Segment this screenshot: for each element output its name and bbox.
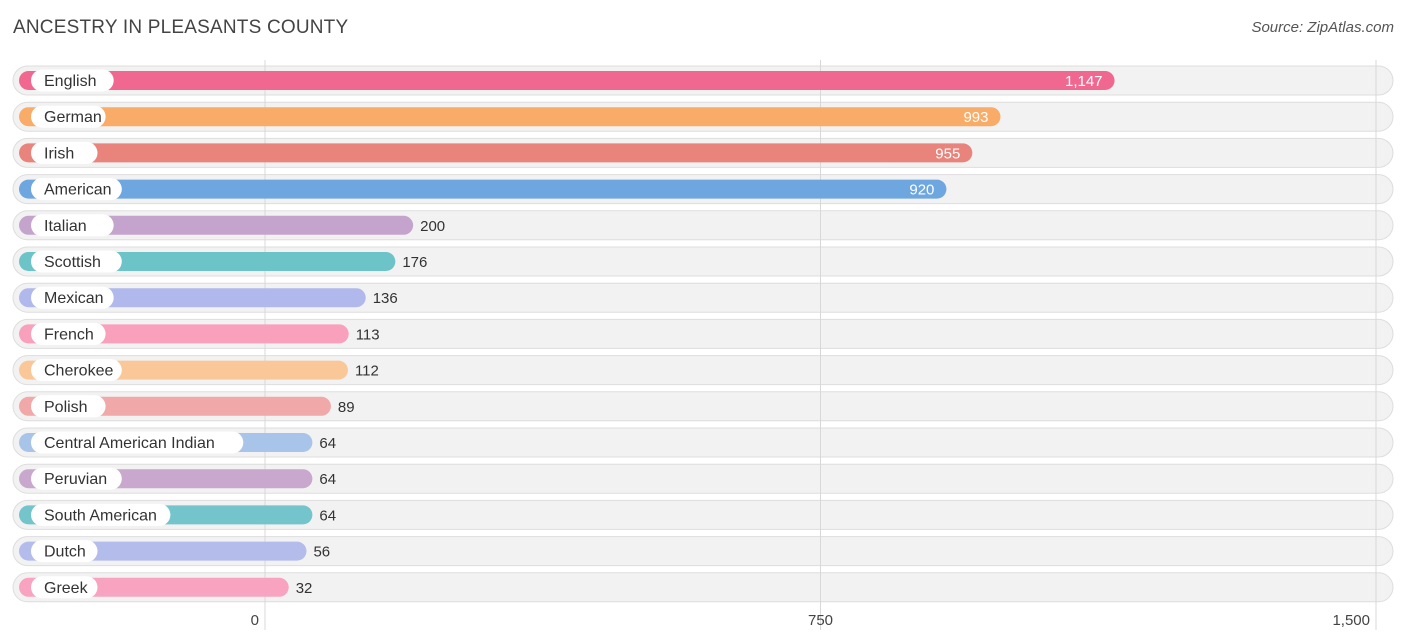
category-label-pill (31, 467, 122, 490)
category-label: Dutch (44, 544, 86, 561)
category-label: South American (44, 507, 157, 524)
category-label-pill (31, 214, 114, 237)
category-label: Irish (44, 145, 74, 162)
category-label: Mexican (44, 290, 104, 307)
bar-row-dutch: Dutch 56 (19, 540, 330, 563)
category-label: Peruvian (44, 471, 107, 488)
category-label: Central American Indian (44, 435, 215, 452)
value-label: 113 (356, 326, 380, 343)
bar-row-central-american-indian: Central American Indian 64 (19, 431, 336, 454)
value-label: 32 (296, 580, 313, 597)
category-label-pill (31, 503, 171, 526)
row-background (12, 499, 1394, 530)
x-tick-label: 750 (808, 612, 833, 629)
bar-row-german: German 993 (19, 105, 1001, 128)
bar (19, 179, 947, 199)
bar (19, 143, 973, 163)
bar-row-italian: Italian 200 (19, 214, 445, 237)
category-label: German (44, 109, 102, 126)
category-label-pill (31, 250, 122, 273)
chart-title: ANCESTRY IN PLEASANTS COUNTY (13, 17, 349, 38)
row-background (12, 463, 1394, 494)
value-label: 176 (402, 254, 427, 271)
category-label: Polish (44, 399, 88, 416)
x-tick-label: 1,500 (1332, 612, 1370, 629)
row-background (12, 318, 1394, 349)
category-label-pill (31, 540, 98, 563)
category-label: Scottish (44, 254, 101, 271)
source-credit: Source: ZipAtlas.com (1251, 19, 1394, 36)
bar-row-french: French 113 (19, 322, 380, 345)
bar (19, 107, 1001, 127)
category-label: American (44, 182, 112, 199)
category-label-pill (31, 431, 244, 454)
value-label: 136 (373, 290, 398, 307)
category-label-pill (31, 359, 122, 382)
bar (19, 215, 414, 235)
row-background (12, 391, 1394, 422)
bar-row-mexican: Mexican 136 (19, 286, 398, 309)
value-label: 955 (935, 145, 960, 162)
value-label: 200 (420, 218, 445, 235)
value-label: 64 (319, 435, 336, 452)
value-label: 56 (313, 544, 330, 561)
bar-row-greek: Greek 32 (19, 576, 313, 599)
x-tick-label: 0 (251, 612, 259, 629)
category-label: Cherokee (44, 363, 113, 380)
category-label: Italian (44, 218, 87, 235)
category-label-pill (31, 395, 106, 418)
value-label: 1,147 (1065, 73, 1103, 90)
value-label: 993 (963, 109, 988, 126)
category-label: Greek (44, 580, 89, 597)
bar-row-cherokee: Cherokee 112 (19, 359, 379, 382)
value-label: 89 (338, 399, 355, 416)
bar-row-south-american: South American 64 (19, 503, 336, 526)
bar-row-irish: Irish 955 (19, 141, 973, 164)
category-label: English (44, 73, 96, 90)
value-label: 112 (355, 363, 379, 380)
row-background (12, 427, 1394, 458)
value-label: 64 (319, 507, 336, 524)
bar-row-english: English 1,147 (19, 69, 1115, 92)
value-label: 64 (319, 471, 336, 488)
row-background (12, 572, 1394, 603)
category-label-pill (31, 286, 114, 309)
category-label-pill (31, 105, 106, 128)
category-label-pill (31, 141, 98, 164)
bar-row-polish: Polish 89 (19, 395, 355, 418)
bar-row-american: American 920 (19, 178, 947, 201)
value-label: 920 (909, 182, 934, 199)
bar (19, 71, 1115, 90)
category-label-pill (31, 322, 106, 345)
row-background (12, 355, 1394, 386)
bar-row-scottish: Scottish 176 (19, 250, 427, 273)
category-label: French (44, 326, 94, 343)
row-background (12, 536, 1394, 567)
category-label-pill (31, 178, 122, 201)
bar-row-peruvian: Peruvian 64 (19, 467, 336, 490)
category-label-pill (31, 576, 98, 599)
category-label-pill (31, 69, 114, 92)
